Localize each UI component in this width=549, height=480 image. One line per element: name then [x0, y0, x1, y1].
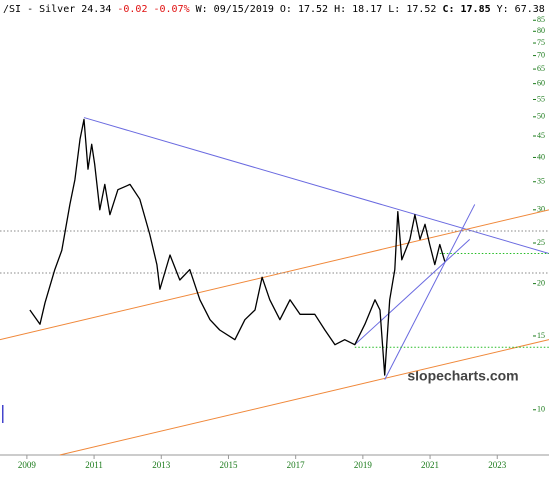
- y-tick-label: 10: [537, 405, 545, 414]
- y-tick-label: 85: [537, 15, 545, 24]
- y-tick-label: 55: [537, 94, 545, 103]
- y-tick-label: 35: [537, 177, 545, 186]
- y-tick-label: 30: [537, 205, 545, 214]
- header-part: Y: 67.38: [497, 4, 545, 15]
- trendline: [83, 117, 549, 254]
- x-tick-label: 2023: [488, 460, 507, 470]
- y-tick-label: 70: [537, 50, 545, 59]
- x-tick-label: 2017: [287, 460, 306, 470]
- header-part: -0.02 -0.07%: [117, 4, 189, 15]
- y-tick-label: 40: [537, 152, 545, 161]
- header: /SI - Silver 24.34 -0.02 -0.07% W: 09/15/2…: [3, 4, 545, 15]
- trendline: [59, 339, 549, 456]
- x-tick-label: 2013: [152, 460, 171, 470]
- header-part: C: 17.85: [442, 4, 490, 15]
- header-part: W: 09/15/2019 O: 17.52 H: 18.17 L: 17.52: [196, 4, 437, 15]
- x-tick-label: 2009: [18, 460, 37, 470]
- y-tick-label: 65: [537, 64, 545, 73]
- y-tick-label: 50: [537, 112, 545, 121]
- y-tick-label: 15: [537, 331, 545, 340]
- watermark: slopecharts.com: [407, 368, 518, 384]
- y-tick-label: 45: [537, 131, 545, 140]
- y-tick-label: 60: [537, 78, 545, 87]
- price-line: [29, 118, 446, 376]
- y-tick-label: 75: [537, 38, 545, 47]
- y-tick-label: 20: [537, 278, 545, 287]
- y-tick-label: 25: [537, 238, 545, 247]
- indicator-tick: [2, 405, 4, 423]
- trendline: [384, 204, 476, 380]
- x-tick-label: 2019: [354, 460, 373, 470]
- trendline: [0, 209, 549, 341]
- x-tick-label: 2015: [219, 460, 238, 470]
- trendline: [354, 239, 471, 346]
- header-part: /SI - Silver 24.34: [3, 4, 111, 15]
- x-tick-label: 2021: [421, 460, 439, 470]
- x-tick-label: 2011: [85, 460, 103, 470]
- y-tick-label: 80: [537, 26, 545, 35]
